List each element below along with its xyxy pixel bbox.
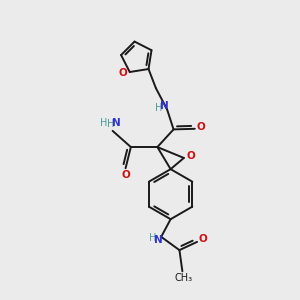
Text: O: O [197, 122, 206, 132]
Text: N: N [112, 118, 121, 128]
Text: N: N [154, 235, 163, 245]
Text: H: H [100, 118, 107, 128]
Text: H: H [155, 103, 163, 113]
Text: O: O [121, 170, 130, 180]
Text: H: H [107, 119, 115, 129]
Text: O: O [199, 234, 207, 244]
Text: O: O [187, 152, 196, 161]
Text: O: O [119, 68, 128, 79]
Text: N: N [160, 101, 169, 111]
Text: H: H [149, 233, 157, 243]
Text: CH₃: CH₃ [175, 273, 193, 283]
